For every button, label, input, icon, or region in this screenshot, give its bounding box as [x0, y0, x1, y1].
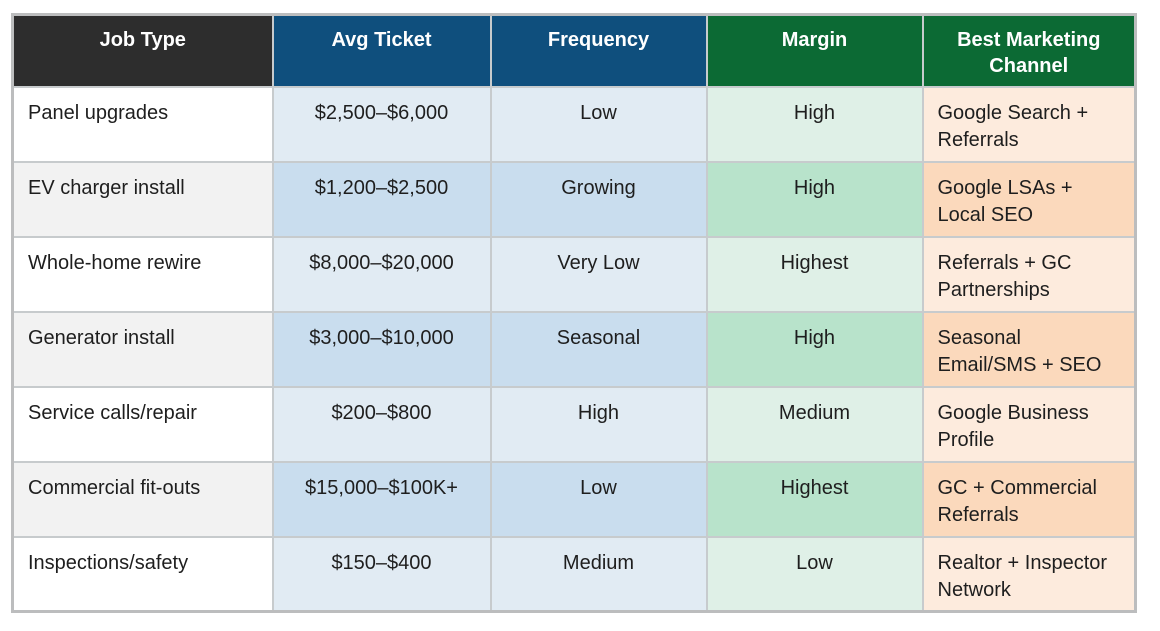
- cell-avg-ticket: $3,000–$10,000: [271, 310, 492, 388]
- cell-frequency: Low: [489, 460, 708, 538]
- cell-avg-ticket: $1,200–$2,500: [271, 160, 492, 238]
- table-row: EV charger install $1,200–$2,500 Growing Hi…: [11, 160, 1137, 238]
- cell-margin: High: [705, 85, 924, 163]
- table-row: Whole-home rewire $8,000–$20,000 Very Low H…: [11, 235, 1137, 313]
- cell-channel: Realtor + Inspector Network: [921, 535, 1137, 613]
- cell-avg-ticket: $15,000–$100K+: [271, 460, 492, 538]
- cell-frequency: Growing: [489, 160, 708, 238]
- cell-channel: GC + Commercial Referrals: [921, 460, 1137, 538]
- cell-margin: Highest: [705, 460, 924, 538]
- cell-job-type: Inspections/safety: [11, 535, 274, 613]
- table-row: Commercial fit-outs $15,000–$100K+ Low High…: [11, 460, 1137, 538]
- cell-avg-ticket: $2,500–$6,000: [271, 85, 492, 163]
- cell-job-type: Service calls/repair: [11, 385, 274, 463]
- cell-job-type: Generator install: [11, 310, 274, 388]
- table-row: Inspections/safety $150–$400 Medium Low Real…: [11, 535, 1137, 613]
- cell-frequency: Seasonal: [489, 310, 708, 388]
- job-type-marketing-table: Job Type Avg Ticket Frequency Margin Best Ma…: [11, 13, 1137, 613]
- column-header-avg-ticket: Avg Ticket: [271, 13, 492, 88]
- table-header-row: Job Type Avg Ticket Frequency Margin Best Ma…: [11, 13, 1137, 88]
- cell-avg-ticket: $8,000–$20,000: [271, 235, 492, 313]
- cell-margin: Medium: [705, 385, 924, 463]
- cell-job-type: Panel upgrades: [11, 85, 274, 163]
- cell-channel: Referrals + GC Partnerships: [921, 235, 1137, 313]
- cell-margin: Highest: [705, 235, 924, 313]
- column-header-job-type: Job Type: [11, 13, 274, 88]
- column-header-margin: Margin: [705, 13, 924, 88]
- cell-avg-ticket: $200–$800: [271, 385, 492, 463]
- table-row: Panel upgrades $2,500–$6,000 Low High Google…: [11, 85, 1137, 163]
- cell-avg-ticket: $150–$400: [271, 535, 492, 613]
- cell-channel: Google Search + Referrals: [921, 85, 1137, 163]
- job-type-marketing-table-container: Job Type Avg Ticket Frequency Margin Best Ma…: [11, 13, 1137, 613]
- cell-margin: Low: [705, 535, 924, 613]
- table-body: Panel upgrades $2,500–$6,000 Low High Google…: [11, 85, 1137, 613]
- column-header-channel: Best Marketing Channel: [921, 13, 1137, 88]
- cell-job-type: EV charger install: [11, 160, 274, 238]
- cell-frequency: High: [489, 385, 708, 463]
- table-row: Generator install $3,000–$10,000 Seasonal H…: [11, 310, 1137, 388]
- cell-channel: Seasonal Email/SMS + SEO: [921, 310, 1137, 388]
- cell-frequency: Medium: [489, 535, 708, 613]
- cell-margin: High: [705, 160, 924, 238]
- cell-channel: Google LSAs + Local SEO: [921, 160, 1137, 238]
- cell-job-type: Commercial fit-outs: [11, 460, 274, 538]
- column-header-frequency: Frequency: [489, 13, 708, 88]
- table-row: Service calls/repair $200–$800 High Medium G…: [11, 385, 1137, 463]
- cell-margin: High: [705, 310, 924, 388]
- cell-frequency: Very Low: [489, 235, 708, 313]
- cell-job-type: Whole-home rewire: [11, 235, 274, 313]
- cell-channel: Google Business Profile: [921, 385, 1137, 463]
- cell-frequency: Low: [489, 85, 708, 163]
